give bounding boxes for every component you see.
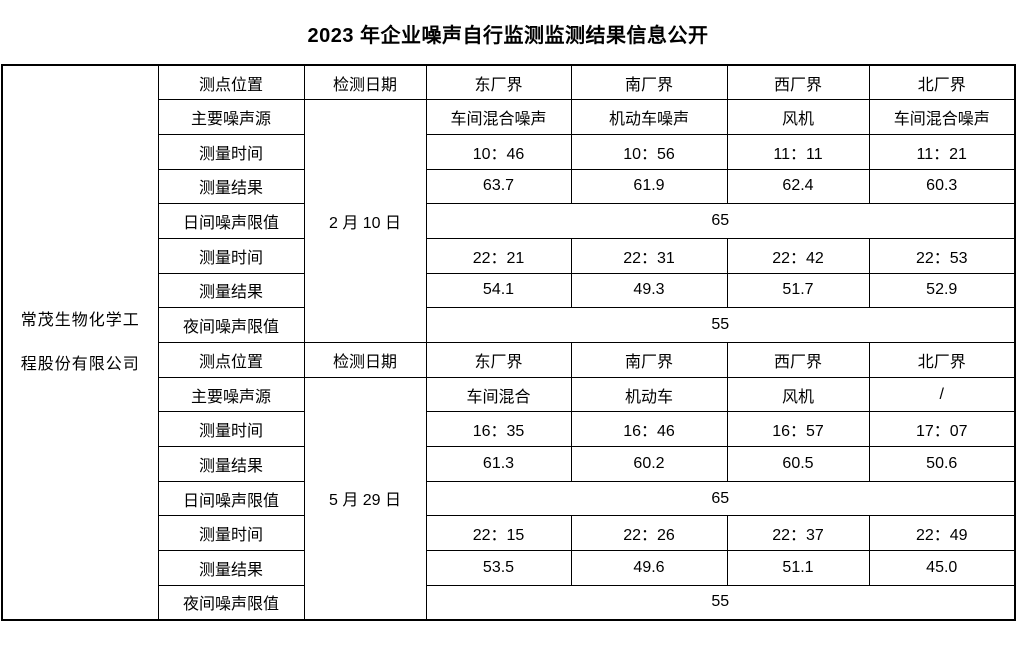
detection-date-header: 检测日期 (303, 342, 427, 378)
value-cell: 61.9 (570, 168, 728, 205)
row-label: 测量时间 (157, 515, 305, 552)
value-cell: 61.3 (425, 446, 572, 482)
table-row: 主要噪声源 2 月 10 日 车间混合噪声 机动车噪声 风机 车间混合噪声 (2, 99, 1016, 343)
value-cell: 10：46 (425, 133, 572, 170)
table-row: 夜间噪声限值 55 (2, 307, 1016, 343)
table-row: 测量时间 22：21 22：31 22：42 22：53 (2, 237, 1016, 274)
table-row: 日间噪声限值 65 (2, 480, 1016, 517)
value-cell: 22：26 (570, 515, 728, 552)
row-label: 夜间噪声限值 (157, 584, 305, 621)
boundary-header-north: 北厂界 (868, 64, 1016, 101)
value-cell: 45.0 (868, 550, 1016, 586)
row-label: 测量结果 (157, 550, 305, 586)
detection-date-header: 检测日期 (303, 64, 427, 101)
row-label: 测量时间 (157, 411, 305, 448)
boundary-header-north: 北厂界 (868, 342, 1016, 378)
value-cell: 62.4 (726, 168, 870, 205)
row-label: 测量结果 (157, 168, 305, 205)
value-cell: 11：21 (868, 133, 1016, 170)
row-label: 测量结果 (157, 272, 305, 309)
boundary-header-west: 西厂界 (726, 64, 870, 101)
value-cell: 63.7 (425, 168, 572, 205)
row-label: 夜间噪声限值 (157, 307, 305, 343)
table-row: 测量结果 54.1 49.3 51.7 52.9 (2, 272, 1016, 309)
table-row: 测量时间 10：46 10：56 11：11 11：21 (2, 133, 1016, 170)
limit-value-cell: 55 (425, 307, 1016, 343)
company-name-line2: 程股份有限公司 (20, 355, 140, 373)
value-cell: 51.1 (726, 550, 870, 586)
company-name-line1: 常茂生物化学工 (20, 311, 140, 329)
value-cell: 52.9 (868, 272, 1016, 309)
value-cell: 22：31 (570, 237, 728, 274)
value-cell: 机动车 (570, 376, 728, 413)
value-cell: 17：07 (868, 411, 1016, 448)
point-location-header: 测点位置 (157, 64, 305, 101)
boundary-header-west: 西厂界 (726, 342, 870, 378)
value-cell: 60.5 (726, 446, 870, 482)
table-row: 夜间噪声限值 55 (2, 584, 1016, 621)
row-label: 测量时间 (157, 237, 305, 274)
value-cell: / (868, 376, 1016, 413)
table-row: 测量结果 63.7 61.9 62.4 60.3 (2, 168, 1016, 205)
value-cell: 16：46 (570, 411, 728, 448)
value-cell: 60.3 (868, 168, 1016, 205)
value-cell: 10：56 (570, 133, 728, 170)
value-cell: 22：53 (868, 237, 1016, 274)
row-label: 测量结果 (157, 446, 305, 482)
value-cell: 22：15 (425, 515, 572, 552)
page-title: 2023 年企业噪声自行监测监测结果信息公开 (307, 25, 709, 47)
value-cell: 车间混合噪声 (868, 99, 1016, 135)
value-cell: 16：35 (425, 411, 572, 448)
value-cell: 22：42 (726, 237, 870, 274)
value-cell: 机动车噪声 (570, 99, 728, 135)
value-cell: 车间混合噪声 (425, 99, 572, 135)
detection-date-cell: 2 月 10 日 (303, 99, 427, 343)
value-cell: 22：49 (868, 515, 1016, 552)
table-row: 常茂生物化学工 程股份有限公司 测点位置 检测日期 东厂界 南厂界 西厂界 北厂… (1, 64, 1016, 621)
value-cell: 50.6 (868, 446, 1016, 482)
value-cell: 11：11 (726, 133, 870, 170)
table-row: 主要噪声源 5 月 29 日 车间混合 机动车 风机 / (2, 376, 1016, 621)
table-row: 测量结果 53.5 49.6 51.1 45.0 (2, 550, 1016, 586)
value-cell: 风机 (726, 376, 870, 413)
company-name-cell: 常茂生物化学工 程股份有限公司 (1, 64, 159, 621)
row-label: 主要噪声源 (157, 376, 305, 413)
limit-value-cell: 65 (425, 480, 1016, 517)
point-location-header: 测点位置 (157, 342, 305, 378)
boundary-header-east: 东厂界 (425, 342, 572, 378)
row-label: 测量时间 (157, 133, 305, 170)
boundary-header-south: 南厂界 (570, 342, 728, 378)
value-cell: 22：21 (425, 237, 572, 274)
table-row: 测点位置 检测日期 东厂界 南厂界 西厂界 北厂界 (2, 342, 1016, 378)
value-cell: 风机 (726, 99, 870, 135)
row-label: 日间噪声限值 (157, 203, 305, 239)
value-cell: 车间混合 (425, 376, 572, 413)
boundary-header-east: 东厂界 (425, 64, 572, 101)
limit-value-cell: 55 (425, 584, 1016, 621)
limit-value-cell: 65 (425, 203, 1016, 239)
row-label: 日间噪声限值 (157, 480, 305, 517)
value-cell: 49.6 (570, 550, 728, 586)
value-cell: 53.5 (425, 550, 572, 586)
row-label: 主要噪声源 (157, 99, 305, 135)
value-cell: 51.7 (726, 272, 870, 309)
value-cell: 22：37 (726, 515, 870, 552)
value-cell: 60.2 (570, 446, 728, 482)
table-row: 测量时间 16：35 16：46 16：57 17：07 (2, 411, 1016, 448)
detection-date-cell: 5 月 29 日 (303, 376, 427, 621)
noise-monitoring-table: 常茂生物化学工 程股份有限公司 测点位置 检测日期 东厂界 南厂界 西厂界 北厂… (1, 64, 1016, 621)
boundary-header-south: 南厂界 (570, 64, 728, 101)
value-cell: 54.1 (425, 272, 572, 309)
value-cell: 16：57 (726, 411, 870, 448)
value-cell: 49.3 (570, 272, 728, 309)
table-row: 测量时间 22：15 22：26 22：37 22：49 (2, 515, 1016, 552)
